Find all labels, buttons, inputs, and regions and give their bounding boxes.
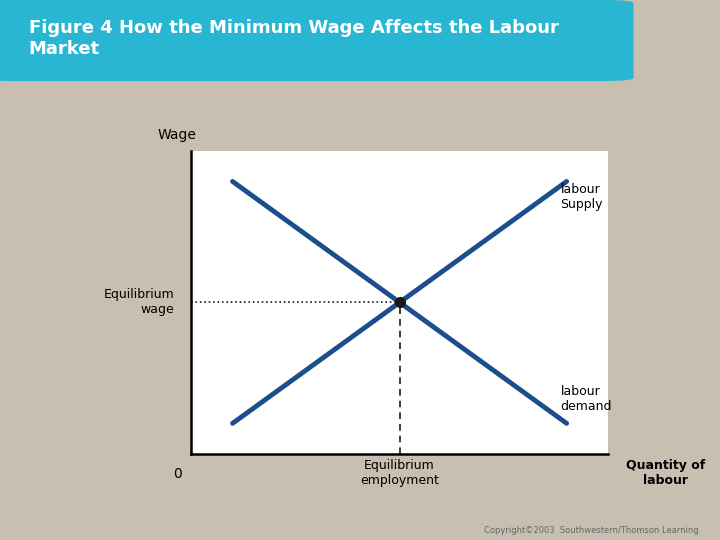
Text: Equilibrium
wage: Equilibrium wage [104,288,174,316]
Text: labour
demand: labour demand [560,385,612,413]
Text: Copyright©2003  Southwestern/Thomson Learning: Copyright©2003 Southwestern/Thomson Lear… [484,525,698,535]
FancyBboxPatch shape [0,0,634,81]
Text: Equilibrium
employment: Equilibrium employment [360,459,439,487]
Text: Figure 4 How the Minimum Wage Affects the Labour
Market: Figure 4 How the Minimum Wage Affects th… [29,19,559,58]
Text: Quantity of
labour: Quantity of labour [626,459,706,487]
Text: 0: 0 [174,467,182,481]
Text: labour
Supply: labour Supply [560,183,603,211]
Text: Wage: Wage [158,128,197,142]
